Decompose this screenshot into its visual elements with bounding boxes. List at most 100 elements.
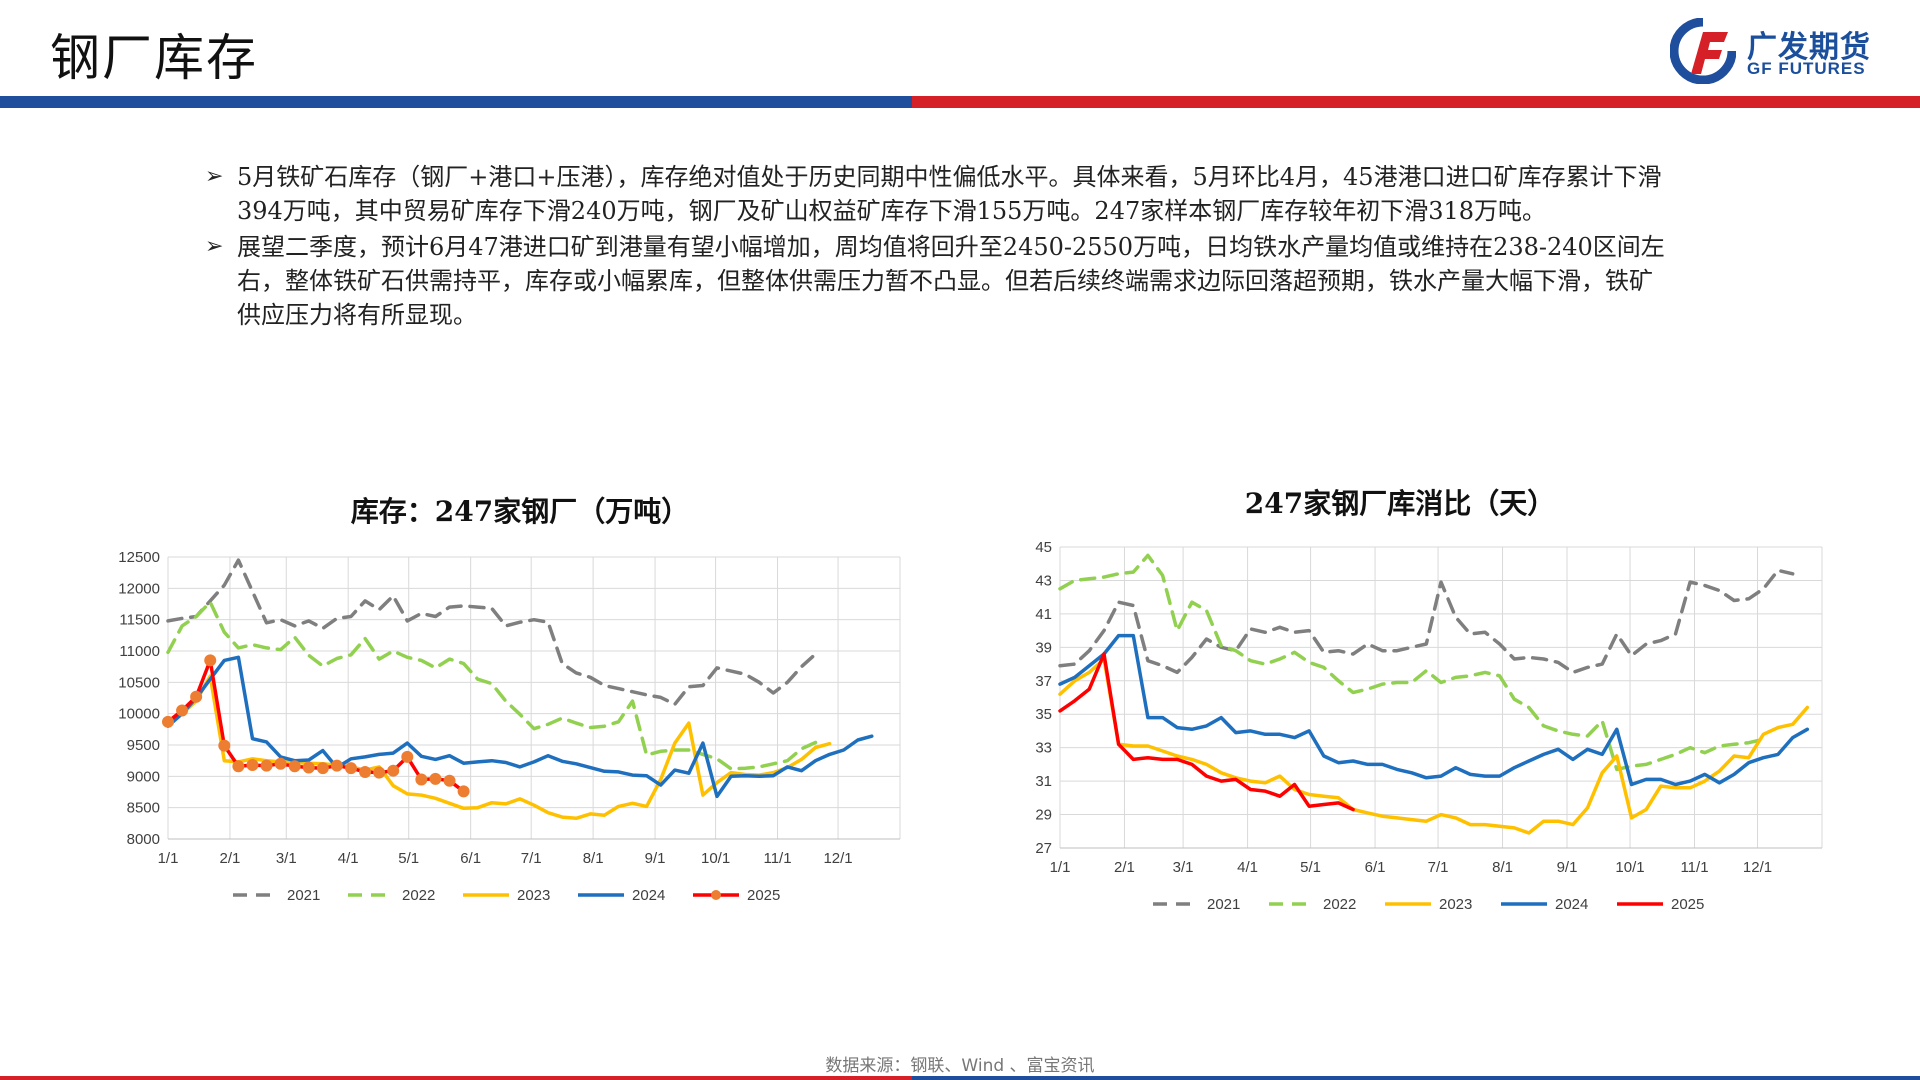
y-tick-label: 8000	[127, 831, 160, 848]
x-tick-label: 5/1	[1300, 859, 1321, 876]
series-line-2024	[166, 655, 874, 799]
data-point-2025	[246, 759, 259, 772]
data-point-2025	[345, 762, 357, 775]
footer-bar-red	[0, 1076, 912, 1080]
y-tick-label: 9000	[127, 768, 160, 785]
x-tick-label: 1/1	[1050, 859, 1071, 876]
data-point-2025	[232, 760, 245, 773]
series-line-2023	[1058, 657, 1810, 835]
x-tick-label: 6/1	[1365, 859, 1386, 876]
x-tick-label: 7/1	[1428, 859, 1449, 876]
data-point-2025	[288, 760, 301, 773]
x-tick-label: 6/1	[460, 850, 481, 867]
x-tick-label: 10/1	[701, 850, 730, 867]
series-line-2024	[1058, 633, 1810, 787]
x-tick-label: 9/1	[645, 850, 666, 867]
bullet-list: ➢ 5月铁矿石库存（钢厂+港口+压港），库存绝对值处于历史同期中性偏低水平。具体…	[205, 160, 1665, 334]
logo-emblem-icon	[1670, 18, 1736, 84]
y-tick-label: 11000	[119, 643, 160, 660]
legend-label: 2025	[1671, 896, 1704, 913]
x-tick-label: 3/1	[276, 850, 297, 867]
x-tick-label: 1/1	[158, 850, 179, 867]
header-bar-red	[912, 96, 1920, 108]
chart-title-ratio: 247家钢厂库消比（天）	[1244, 487, 1556, 520]
data-point-2025	[204, 654, 217, 667]
legend-label: 2023	[1439, 896, 1472, 913]
data-point-2025	[316, 762, 329, 775]
legend-label: 2021	[287, 887, 320, 904]
y-tick-label: 37	[1035, 673, 1052, 690]
series-line-2022	[1058, 553, 1766, 772]
legend: 2021 2022 2023 2024 2025	[233, 887, 780, 904]
x-tick-label: 2/1	[1114, 859, 1135, 876]
y-tick-label: 39	[1035, 639, 1052, 656]
x-tick-label: 3/1	[1173, 859, 1194, 876]
page-title: 钢厂库存	[50, 29, 258, 87]
grid	[1059, 546, 1823, 849]
chart-title-inventory: 库存：247家钢厂（万吨）	[350, 495, 690, 528]
y-tick-label: 35	[1035, 706, 1052, 723]
y-tick-label: 10000	[118, 706, 160, 723]
x-tick-label: 4/1	[338, 850, 359, 867]
y-tick-label: 10500	[118, 674, 160, 691]
data-point-2025	[387, 764, 400, 777]
grid	[167, 556, 901, 840]
series-line-2025	[166, 658, 466, 794]
y-tick-label: 43	[1035, 572, 1052, 589]
chart-consumption-ratio: 27 29 31 33 35 37 39 41 43 45 1/1 2/1 3/1 4/1 5/1 6/1 7/…	[1035, 539, 1823, 913]
x-tick-label: 7/1	[521, 850, 542, 867]
company-logo: 广发期货 GF FUTURES	[1670, 18, 1880, 84]
legend-label: 2024	[632, 887, 665, 904]
data-point-2025	[359, 765, 372, 778]
y-tick-label: 9500	[127, 737, 160, 754]
series-line-2023	[166, 674, 832, 821]
chart-inventory: 8000 8500 9000 9500 10000 10500 11000 11500 1200…	[118, 549, 901, 904]
series-line-2022	[166, 600, 818, 771]
y-tick-label: 33	[1035, 740, 1052, 757]
arrow-bullet-icon: ➢	[205, 234, 224, 259]
y-tick-label: 45	[1035, 539, 1052, 556]
x-tick-label: 8/1	[1492, 859, 1513, 876]
data-point-2025	[429, 772, 442, 785]
data-point-2025	[302, 761, 315, 774]
data-source-note: 数据来源：钢联、Wind 、富宝资讯	[825, 1056, 1095, 1076]
x-tick-label: 10/1	[1615, 859, 1644, 876]
bullet-item: ➢ 5月铁矿石库存（钢厂+港口+压港），库存绝对值处于历史同期中性偏低水平。具体…	[205, 160, 1665, 228]
y-tick-label: 12000	[118, 580, 160, 597]
logo-text-cn: 广发期货	[1747, 30, 1871, 65]
x-tick-label: 11/1	[763, 850, 791, 867]
x-tick-label: 5/1	[398, 850, 419, 867]
data-point-2025	[218, 739, 231, 752]
bullet-item: ➢ 展望二季度，预计6月47港进口矿到港量有望小幅增加，周均值将回升至2450-…	[205, 230, 1665, 332]
x-tick-label: 11/1	[1680, 859, 1708, 876]
legend-label: 2023	[517, 887, 550, 904]
x-tick-label: 2/1	[220, 850, 241, 867]
y-tick-label: 27	[1035, 840, 1052, 857]
x-tick-label: 4/1	[1237, 859, 1258, 876]
data-point-2025	[162, 715, 174, 728]
legend-label: 2025	[747, 887, 780, 904]
legend-label: 2022	[402, 887, 435, 904]
y-tick-label: 29	[1035, 807, 1052, 824]
data-point-2025	[415, 773, 428, 786]
legend-label: 2022	[1323, 896, 1356, 913]
data-point-2025	[401, 750, 414, 763]
bullet-text: 展望二季度，预计6月47港进口矿到港量有望小幅增加，周均值将回升至2450-25…	[237, 233, 1665, 329]
y-tick-label: 11500	[119, 612, 160, 629]
series-line-2021	[166, 558, 818, 707]
series-line-2021	[1058, 568, 1795, 675]
data-point-2025	[190, 690, 203, 703]
logo-text-en: GF FUTURES	[1747, 59, 1866, 78]
y-tick-label: 8500	[127, 800, 160, 817]
arrow-bullet-icon: ➢	[205, 164, 224, 189]
bullet-text: 5月铁矿石库存（钢厂+港口+压港），库存绝对值处于历史同期中性偏低水平。具体来看…	[237, 163, 1662, 225]
data-point-2025	[274, 757, 287, 770]
legend-marker-2025	[711, 890, 721, 900]
data-point-2025	[260, 759, 273, 772]
data-point-2025	[176, 704, 189, 717]
y-tick-label: 41	[1035, 606, 1052, 623]
x-tick-label: 12/1	[823, 850, 852, 867]
data-point-2025	[457, 785, 470, 798]
data-point-2025	[373, 766, 386, 779]
y-tick-label: 31	[1035, 773, 1052, 790]
